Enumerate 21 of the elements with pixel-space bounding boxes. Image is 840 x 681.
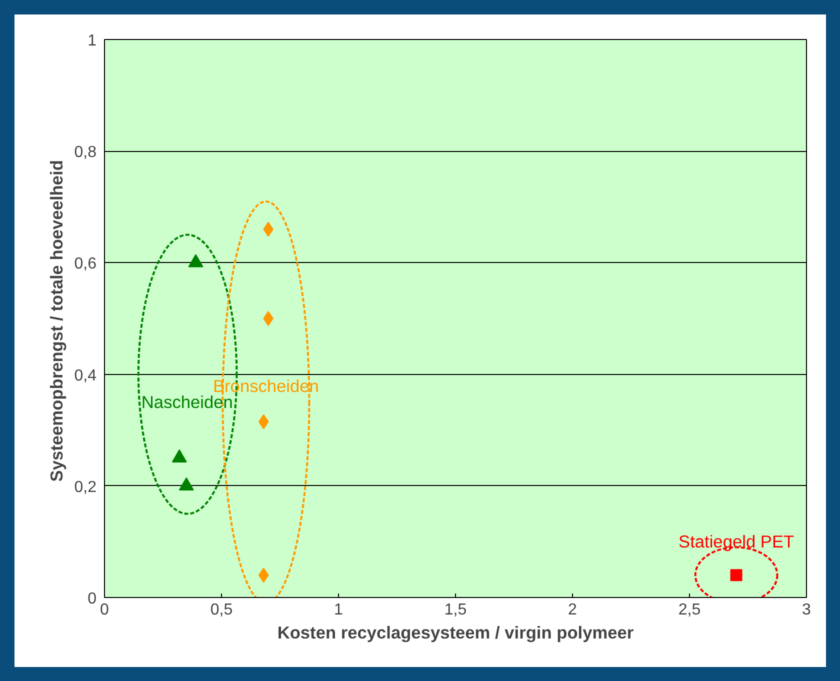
point: [730, 569, 742, 582]
x-axis-title: Kosten recyclagesysteem / virgin polymeer: [277, 622, 634, 642]
y-tick-label: 1: [88, 32, 97, 50]
y-tick-label: 0,4: [74, 367, 97, 384]
y-axis-title: Systeemopbrengst / totale hoeveelheid: [46, 160, 66, 482]
x-tick-label: 2,5: [678, 602, 701, 618]
x-tick-label: 3: [802, 602, 812, 618]
text: Nascheiden: [141, 392, 233, 412]
x-tick-label: 1,5: [444, 602, 467, 618]
point: [258, 568, 269, 583]
y-tick-label: 0,2: [74, 478, 97, 496]
x-tick-label: 0: [100, 602, 110, 618]
series-label: Statiegeld PET: [678, 532, 795, 552]
x-tick-label: 1: [334, 602, 344, 618]
y-tick-label: 0,6: [74, 256, 97, 273]
y-tick-label: 0,8: [74, 144, 97, 162]
x-tick-label: 0,5: [210, 602, 233, 618]
x-tick-label: 2: [568, 602, 578, 618]
point: [258, 414, 269, 430]
point: [263, 311, 274, 326]
y-tick-label: 0: [88, 590, 97, 608]
